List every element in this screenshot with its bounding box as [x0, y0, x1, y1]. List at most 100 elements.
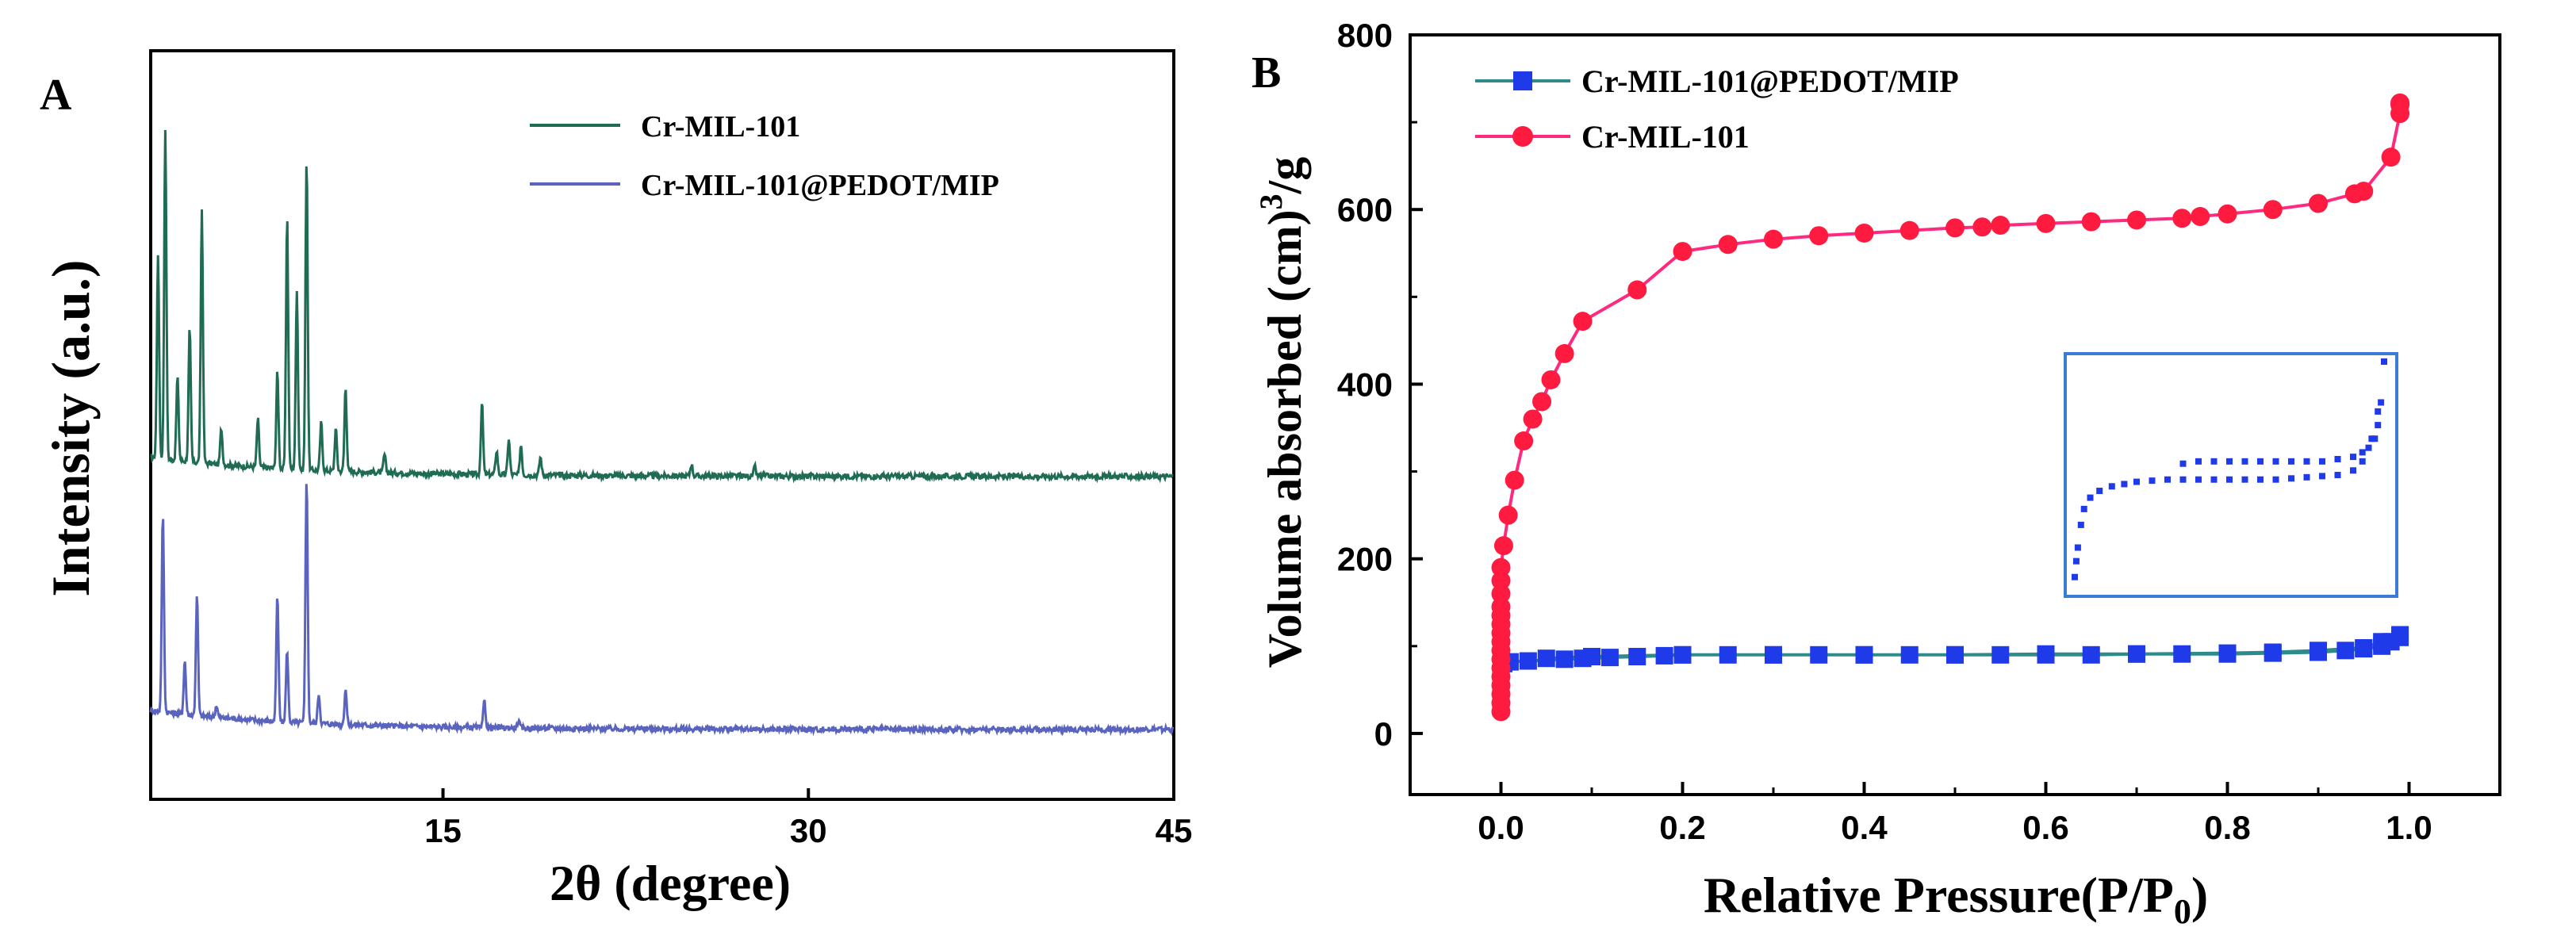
- b-point-cr-mil-101-pedot-mip: [2355, 639, 2373, 657]
- inset-point-upper: [2210, 458, 2218, 465]
- b-point-cr-mil-101-pedot-mip: [1719, 645, 1737, 664]
- b-point-cr-mil-101-pedot-mip: [2082, 645, 2100, 664]
- b-point-cr-mil-101: [1899, 220, 1919, 240]
- b-x-tick-label: 1.0: [2386, 809, 2432, 846]
- panel-a-legend: Cr-MIL-101 Cr-MIL-101@PEDOT/MIP: [530, 110, 999, 202]
- inset-point-lower: [2381, 358, 2387, 365]
- b-y-tick-label: 600: [1337, 191, 1393, 228]
- inset-point-lower: [2179, 476, 2187, 483]
- inset-point-upper: [2359, 449, 2366, 456]
- b-point-cr-mil-101: [2263, 200, 2283, 220]
- b-point-cr-mil-101-pedot-mip: [2173, 645, 2191, 663]
- b-point-cr-mil-101: [2172, 209, 2192, 228]
- b-point-cr-mil-101-pedot-mip: [1765, 645, 1782, 664]
- b-point-cr-mil-101: [1945, 218, 1965, 238]
- b-point-cr-mil-101-pedot-mip: [1673, 645, 1692, 664]
- b-point-cr-mil-101: [2309, 193, 2328, 213]
- b-point-cr-mil-101-pedot-mip: [2218, 644, 2237, 662]
- b-point-cr-mil-101-pedot-mip: [1628, 648, 1646, 666]
- panel-a-x-axis-label: 2θ (degree): [550, 855, 791, 911]
- panel-b-y-axis-label: Volume absorbed (cm)3/g: [1253, 157, 1311, 668]
- inset-point-upper: [2195, 458, 2202, 465]
- inset-point-lower: [2080, 505, 2087, 512]
- b-point-cr-mil-101-pedot-mip: [1855, 645, 1873, 664]
- inset-point-lower: [2096, 488, 2103, 495]
- b-point-cr-mil-101-pedot-mip: [1655, 646, 1673, 665]
- b-point-cr-mil-101-pedot-mip: [1900, 645, 1919, 664]
- inset-point-lower: [2108, 483, 2115, 490]
- b-point-cr-mil-101-pedot-mip: [2128, 645, 2145, 663]
- panel-b-x-axis-label: Relative Pressure(P/P0): [1704, 867, 2208, 931]
- legend-a-label-cr-mil-101: Cr-MIL-101: [641, 110, 800, 144]
- inset-point-lower: [2257, 476, 2264, 483]
- b-point-cr-mil-101: [2390, 93, 2410, 113]
- panel-b-inset: [2064, 352, 2398, 598]
- b-x-tick-label: 0.0: [1478, 809, 1524, 846]
- b-point-cr-mil-101-pedot-mip: [2391, 628, 2409, 646]
- b-point-cr-mil-101-pedot-mip: [1810, 645, 1828, 664]
- a-x-tick-label: 30: [790, 812, 827, 849]
- b-point-cr-mil-101-pedot-mip: [1991, 645, 2010, 664]
- inset-point-upper: [2365, 444, 2372, 451]
- b-point-cr-mil-101: [1541, 370, 1561, 389]
- b-point-cr-mil-101-pedot-mip: [2037, 645, 2055, 663]
- b-point-cr-mil-101: [2127, 210, 2146, 230]
- inset-point-lower: [2359, 458, 2366, 465]
- b-point-cr-mil-101: [1809, 226, 1829, 246]
- b-point-cr-mil-101: [1554, 343, 1574, 363]
- b-point-cr-mil-101: [1627, 280, 1647, 300]
- inset-points: [2072, 358, 2387, 580]
- inset-point-lower: [2368, 435, 2375, 442]
- b-x-tick-label: 0.4: [1841, 809, 1888, 846]
- b-point-cr-mil-101: [1493, 536, 1513, 556]
- inset-point-lower: [2149, 477, 2156, 485]
- inset-point-lower: [2334, 472, 2341, 478]
- panel-b-series: [1491, 93, 2410, 722]
- inset-point-lower: [2303, 473, 2310, 481]
- inset-point-lower: [2319, 473, 2325, 480]
- b-point-cr-mil-101: [2081, 212, 2101, 232]
- b-point-cr-mil-101: [2218, 204, 2237, 224]
- panel-b-ticks: 0.0 0.2 0.4 0.6 0.8 1.0 0 200 400 600 800: [1337, 17, 2432, 846]
- b-point-cr-mil-101-pedot-mip: [1537, 649, 1555, 668]
- legend-a-label-pedot-mip: Cr-MIL-101@PEDOT/MIP: [641, 169, 999, 202]
- b-x-tick-label: 0.2: [1659, 809, 1705, 846]
- b-point-cr-mil-101-pedot-mip: [2336, 642, 2355, 660]
- b-point-cr-mil-101-pedot-mip: [1519, 652, 1537, 670]
- b-y-tick-label: 200: [1337, 541, 1393, 578]
- panel-b-letter: B: [1252, 48, 1281, 98]
- b-point-cr-mil-101: [2036, 213, 2056, 233]
- legend-b-marker-pedot-mip: [1513, 71, 1532, 90]
- b-point-cr-mil-101-pedot-mip: [1946, 645, 1964, 664]
- panel-b-legend: Cr-MIL-101@PEDOT/MIP Cr-MIL-101: [1475, 63, 1959, 155]
- inset-point-upper: [2303, 458, 2310, 465]
- a-series-cr-mil-101-line: [150, 129, 1174, 484]
- panel-a-series: [149, 129, 1175, 737]
- panel-b: B 0.0 0.2 0.4 0.6 0.8 1.0 0 200 400 600 800 Cr-MIL…: [1252, 17, 2501, 931]
- b-point-cr-mil-101-pedot-mip: [2310, 642, 2327, 660]
- inset-point-lower: [2272, 476, 2279, 483]
- legend-b-marker-cr-mil-101: [1512, 126, 1533, 147]
- b-point-cr-mil-101-pedot-mip: [1600, 649, 1619, 667]
- inset-point-lower: [2072, 573, 2078, 580]
- inset-point-upper: [2319, 458, 2325, 465]
- b-x-tick-label: 0.6: [2022, 809, 2068, 846]
- inset-frame: [2064, 352, 2398, 598]
- inset-point-upper: [2226, 458, 2233, 465]
- b-y-tick-label: 400: [1337, 366, 1393, 403]
- b-point-cr-mil-101: [1991, 216, 2011, 236]
- inset-point-lower: [2164, 476, 2171, 483]
- inset-point-lower: [2288, 475, 2294, 482]
- inset-point-upper: [2272, 458, 2279, 465]
- b-point-cr-mil-101: [1498, 505, 1518, 525]
- inset-point-upper: [2378, 399, 2385, 406]
- a-x-tick-label: 15: [424, 812, 462, 849]
- panel-a-letter: A: [40, 71, 72, 120]
- b-point-cr-mil-101: [1673, 242, 1692, 262]
- panel-a: A 15 30 45 Cr-MIL-101 Cr-MIL-101@PEDOT/MIP…: [40, 49, 1192, 911]
- inset-point-lower: [2087, 494, 2094, 501]
- inset-point-upper: [2288, 458, 2294, 465]
- inset-point-lower: [2121, 481, 2128, 488]
- inset-point-upper: [2241, 458, 2248, 465]
- b-point-cr-mil-101: [1573, 312, 1593, 331]
